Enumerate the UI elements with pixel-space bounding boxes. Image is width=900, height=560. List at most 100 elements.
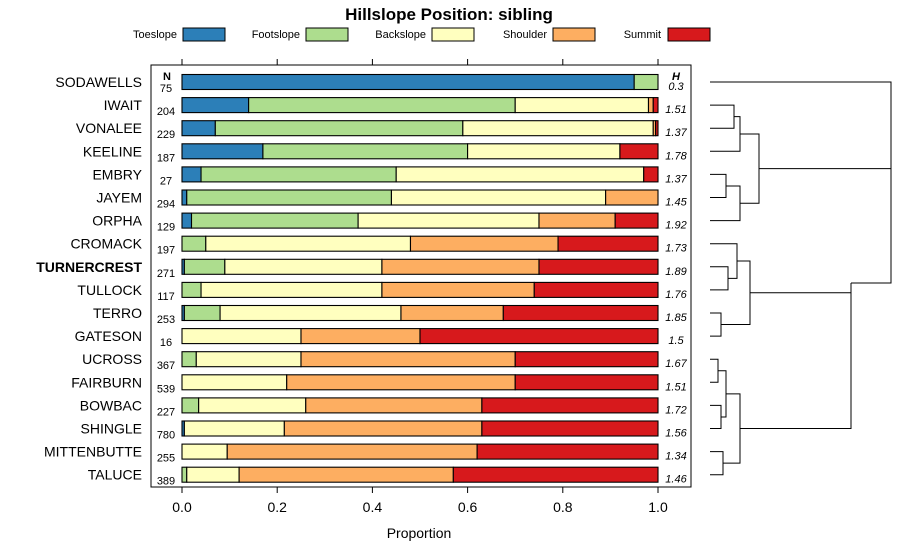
bar-segment-footslope xyxy=(248,97,516,114)
n-column-header: N xyxy=(163,71,171,83)
legend-swatch-footslope xyxy=(305,27,349,42)
row-n-value: 204 xyxy=(157,106,175,118)
bar-segment-shoulder xyxy=(538,212,616,229)
row-turnercrest: TURNERCREST 271 1.89 xyxy=(36,258,687,280)
row-label: GATESON xyxy=(75,328,142,344)
legend-swatch-shoulder xyxy=(552,27,596,42)
row-taluce: TALUCE 389 1.46 xyxy=(88,466,688,488)
chart-title: Hillslope Position: sibling xyxy=(345,5,553,24)
row-label: VONALEE xyxy=(76,120,142,136)
bar-segment-summit xyxy=(557,235,659,252)
x-tick-label: 0.0 xyxy=(172,499,192,515)
bar-segment-shoulder xyxy=(300,328,421,345)
bar-segment-backslope xyxy=(462,120,654,137)
row-h-value: 0.3 xyxy=(668,81,684,93)
bar-segment-backslope xyxy=(357,212,540,229)
bar-segment-shoulder xyxy=(226,443,478,460)
row-label: TURNERCREST xyxy=(36,259,142,275)
legend-swatch-summit xyxy=(667,27,711,42)
row-cromack: CROMACK 197 1.73 xyxy=(70,235,688,257)
row-sodawells: SODAWELLS 75 0.3 xyxy=(55,73,685,95)
bar-segment-footslope xyxy=(262,143,469,160)
row-n-value: 117 xyxy=(157,291,175,303)
bar-segment-summit xyxy=(476,443,659,460)
row-n-value: 16 xyxy=(160,337,172,349)
row-mittenbutte: MITTENBUTTE 255 1.34 xyxy=(44,443,687,465)
row-embry: EMBRY 27 1.37 xyxy=(92,166,688,187)
row-n-value: 75 xyxy=(160,83,172,95)
dendrogram-link xyxy=(710,116,741,152)
row-label: UCROSS xyxy=(82,351,142,367)
bar-segment-shoulder xyxy=(409,235,559,252)
dendrogram-link xyxy=(740,133,760,204)
bar-segment-summit xyxy=(514,351,659,368)
x-tick-label: 0.2 xyxy=(267,499,287,515)
row-h-value: 1.46 xyxy=(665,474,687,486)
row-n-value: 27 xyxy=(160,175,172,187)
row-h-value: 1.73 xyxy=(665,243,687,255)
row-h-value: 1.51 xyxy=(665,104,686,116)
row-n-value: 255 xyxy=(157,453,175,465)
row-label: MITTENBUTTE xyxy=(44,444,142,460)
dendrogram-link xyxy=(740,292,852,429)
bar-segment-backslope xyxy=(181,443,228,460)
bar-segment-shoulder xyxy=(647,97,654,114)
bar-segment-shoulder xyxy=(283,420,483,437)
row-fairburn: FAIRBURN 539 1.51 xyxy=(71,374,687,395)
row-h-value: 1.85 xyxy=(665,312,687,324)
legend-label-footslope: Footslope xyxy=(252,29,300,41)
dendrogram-link xyxy=(710,266,729,291)
row-ucross: UCROSS 367 1.67 xyxy=(82,351,688,372)
bar-segment-toeslope xyxy=(181,97,250,114)
bar-segment-footslope xyxy=(181,281,202,298)
legend-label-shoulder: Shoulder xyxy=(503,29,547,41)
bar-segment-backslope xyxy=(200,281,383,298)
bar-segment-summit xyxy=(614,212,659,229)
row-label: TULLOCK xyxy=(77,282,142,298)
legend-label-toeslope: Toeslope xyxy=(133,29,177,41)
bar-segment-backslope xyxy=(395,166,645,183)
bar-segment-footslope xyxy=(183,304,221,322)
bar-segment-footslope xyxy=(186,189,392,206)
bar-segment-shoulder xyxy=(286,374,516,391)
bar-segment-backslope xyxy=(514,97,650,114)
row-orpha: ORPHA 129 1.92 xyxy=(92,212,687,234)
row-n-value: 389 xyxy=(157,476,175,488)
legend-swatch-toeslope xyxy=(182,27,226,42)
bar-segment-backslope xyxy=(390,189,607,206)
legend-label-backslope: Backslope xyxy=(375,29,426,41)
row-h-value: 1.51 xyxy=(665,381,686,393)
dendrogram-link xyxy=(710,312,722,337)
bar-segment-footslope xyxy=(181,235,207,252)
bar-segment-footslope xyxy=(181,351,197,368)
bar-segment-shoulder xyxy=(300,351,516,368)
bar-segment-footslope xyxy=(214,120,464,137)
dendrogram-link xyxy=(721,260,751,326)
row-label: SODAWELLS xyxy=(55,74,142,90)
row-n-value: 294 xyxy=(157,199,175,211)
bar-segment-summit xyxy=(533,281,659,298)
h-column-header: H xyxy=(672,71,681,83)
legend-label-summit: Summit xyxy=(624,29,661,41)
bar-segment-summit xyxy=(419,328,659,345)
row-n-value: 197 xyxy=(157,245,175,257)
row-iwait: IWAIT 204 1.51 xyxy=(104,97,687,118)
row-h-value: 1.76 xyxy=(665,289,687,301)
row-h-value: 1.92 xyxy=(665,220,686,232)
dendrogram-link xyxy=(710,81,892,170)
row-label: BOWBAC xyxy=(80,397,142,413)
row-label: TALUCE xyxy=(88,467,142,483)
bar-segment-backslope xyxy=(205,235,412,252)
row-label: JAYEM xyxy=(96,190,142,206)
row-keeline: KEELINE 187 1.78 xyxy=(83,143,688,164)
x-tick-label: 0.6 xyxy=(458,499,478,515)
bar-segment-toeslope xyxy=(181,189,188,206)
row-h-value: 1.37 xyxy=(665,173,687,185)
bar-segment-summit xyxy=(619,143,659,160)
row-h-value: 1.89 xyxy=(665,266,686,278)
bar-segment-footslope xyxy=(181,466,188,483)
bar-segment-toeslope xyxy=(181,166,202,183)
dendrogram-link xyxy=(710,185,741,222)
bar-segment-summit xyxy=(481,420,659,437)
